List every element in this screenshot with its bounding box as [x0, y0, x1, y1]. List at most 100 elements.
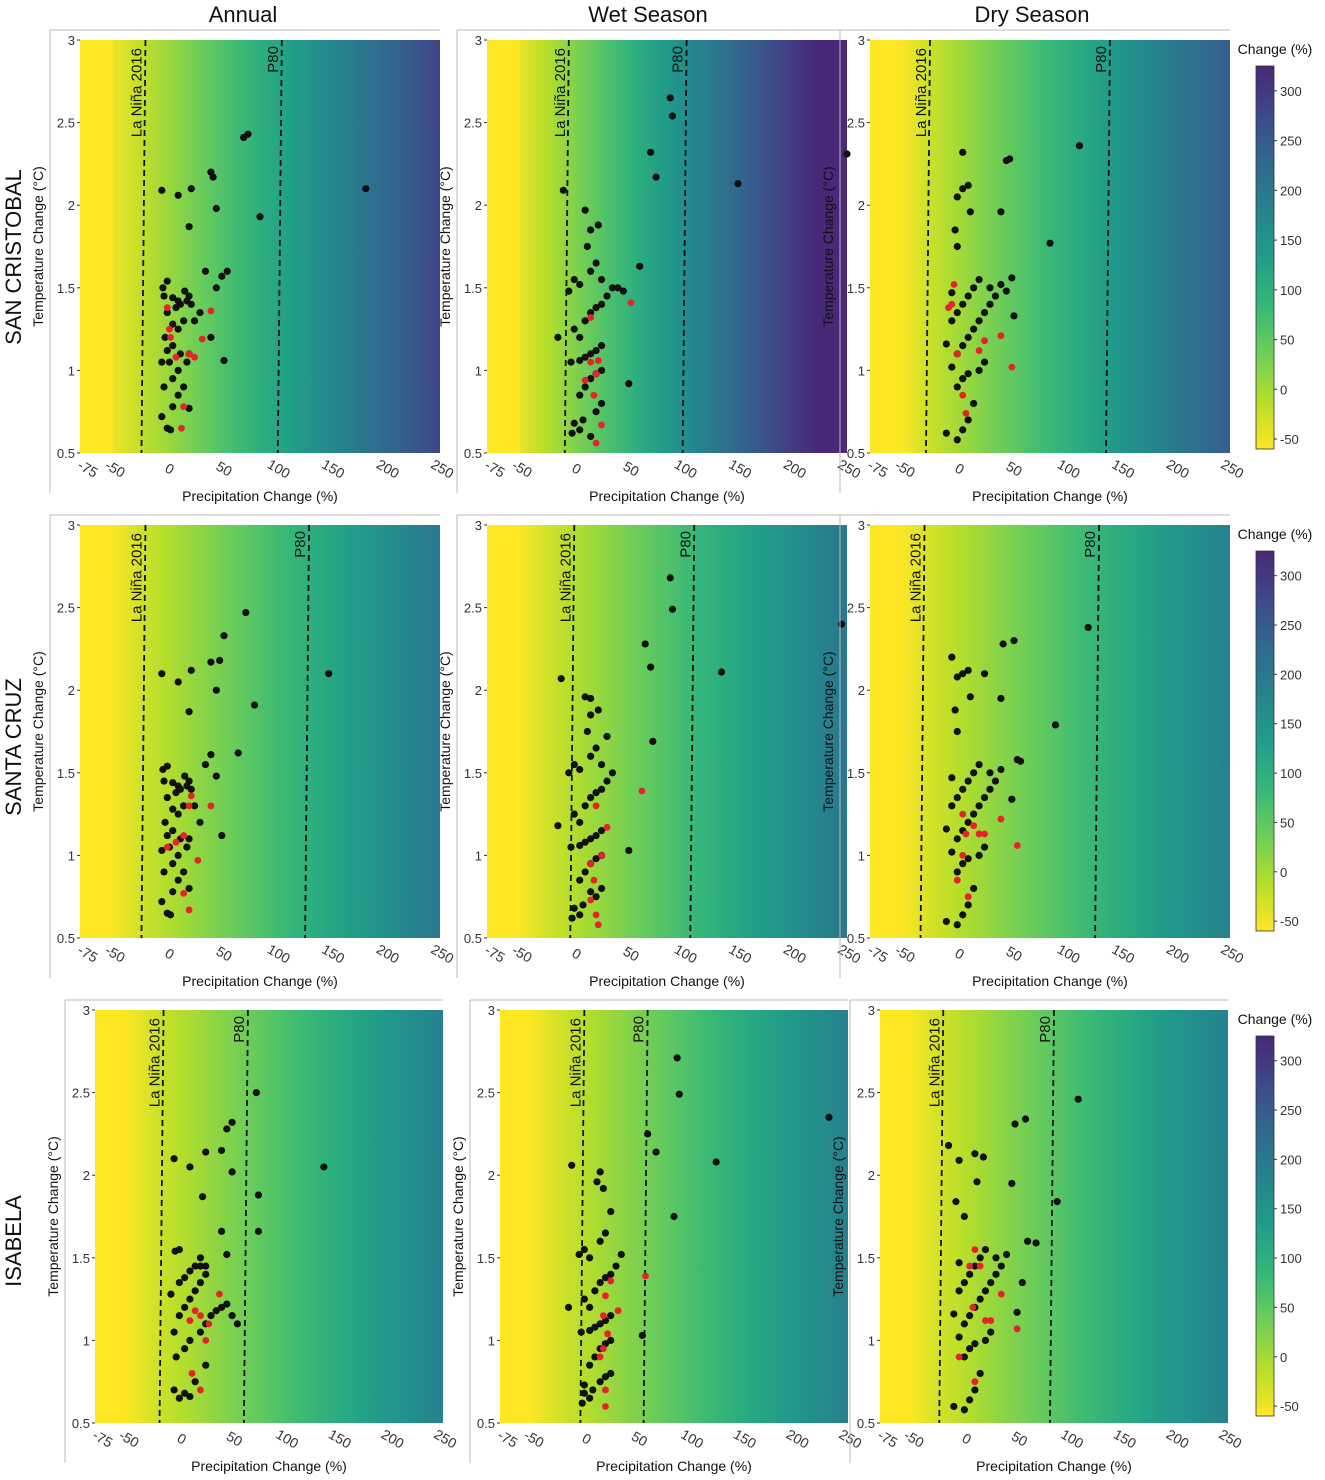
scatter-point: [592, 346, 600, 355]
scatter-point: [174, 366, 182, 374]
x-tick-label: -50: [102, 457, 128, 481]
scatter-point-highlight: [216, 1290, 223, 1298]
scatter-point: [948, 802, 956, 810]
scatter-point: [170, 1155, 178, 1163]
scatter-point: [570, 760, 578, 769]
scatter-point-highlight: [163, 843, 171, 851]
scatter-point: [581, 868, 589, 876]
scatter-point: [614, 284, 622, 292]
scatter-point: [163, 831, 171, 840]
scatter-point: [169, 294, 177, 302]
scatter-point: [992, 1254, 1000, 1262]
x-tick-label: 150: [726, 941, 754, 967]
scatter-point: [603, 292, 611, 300]
scatter-point: [586, 1326, 594, 1335]
scatter-point-highlight: [981, 830, 988, 838]
x-tick-label: 200: [784, 1426, 812, 1452]
scatter-point: [581, 353, 589, 361]
scatter-point: [975, 802, 983, 810]
scatter-point: [950, 1402, 958, 1411]
y-tick-label: 0.5: [72, 1416, 90, 1431]
scatter-point: [987, 1328, 995, 1336]
scatter-point: [837, 620, 846, 628]
colorbar-tick-label: 100: [1280, 766, 1302, 781]
y-tick-label: 1: [858, 363, 865, 378]
scatter-point: [953, 673, 961, 681]
x-tick-label: -50: [521, 1427, 547, 1451]
x-tick-label: 50: [621, 943, 643, 965]
la-nina-2016-label: La Niña 2016: [552, 48, 569, 137]
scatter-point-highlight: [987, 1317, 995, 1324]
scatter-point-highlight: [180, 403, 188, 411]
scatter-point: [625, 846, 633, 855]
y-tick-label: 0.5: [477, 1416, 495, 1431]
scatter-point: [592, 259, 600, 267]
x-tick-label: 100: [672, 456, 700, 482]
scatter-point: [593, 1178, 601, 1186]
scatter-point: [254, 1191, 263, 1199]
scatter-point: [619, 287, 627, 295]
scatter-point: [207, 333, 215, 341]
scatter-point: [586, 1303, 594, 1311]
scatter-point: [964, 901, 972, 909]
scatter-point: [966, 208, 974, 216]
x-tick-label: 250: [431, 1426, 459, 1452]
x-tick-label: 150: [731, 1426, 759, 1452]
scatter-point-highlight: [172, 353, 180, 361]
scatter-point: [948, 848, 956, 856]
scatter-point: [953, 193, 961, 201]
scatter-point: [576, 333, 584, 341]
scatter-point-highlight: [207, 802, 215, 810]
p80-label: P80: [1082, 531, 1099, 558]
colorbar-tick-label: 50: [1280, 1300, 1294, 1315]
p80-line: [642, 1009, 649, 1424]
scatter-point-highlight: [602, 1292, 609, 1300]
scatter-point: [228, 1312, 236, 1320]
scatter-point: [158, 670, 166, 678]
scatter-point-highlight: [975, 347, 983, 354]
scatter-point: [951, 706, 959, 714]
scatter-point: [212, 772, 220, 780]
x-tick-label: 50: [214, 458, 236, 480]
scatter-point: [636, 262, 644, 270]
x-axis-label: Precipitation Change (%): [972, 488, 1128, 504]
scatter-point: [174, 297, 182, 305]
scatter-point: [591, 1287, 599, 1295]
colorbar-tick-label: 150: [1280, 1202, 1302, 1217]
scatter-point: [169, 860, 177, 868]
scatter-point: [953, 383, 961, 391]
scatter-point: [717, 668, 726, 676]
x-tick-label: 200: [374, 941, 402, 967]
la-nina-2016-label: La Niña 2016: [557, 533, 574, 622]
y-tick-label: 2: [475, 683, 482, 698]
heatmap-background: [487, 40, 847, 453]
scatter-point: [997, 1262, 1005, 1270]
scatter-point: [216, 656, 224, 665]
y-tick-label: 3: [68, 518, 75, 533]
scatter-point: [587, 752, 595, 760]
scatter-point: [647, 148, 655, 156]
scatter-point: [971, 1150, 979, 1158]
la-nina-2016-label: La Niña 2016: [913, 48, 930, 137]
scatter-point: [567, 358, 575, 366]
scatter-point: [966, 693, 974, 701]
scatter-point: [942, 429, 950, 437]
scatter-point: [955, 1259, 963, 1267]
scatter-point: [570, 275, 578, 284]
scatter-point: [581, 693, 589, 701]
scatter-point-highlight: [981, 337, 988, 345]
scatter-point: [1013, 1308, 1021, 1316]
x-tick-label: -50: [892, 942, 918, 966]
y-tick-label: 1: [83, 1333, 90, 1348]
scatter-point: [581, 802, 589, 810]
x-tick-label: -50: [892, 457, 918, 481]
scatter-point-highlight: [970, 822, 978, 830]
scatter-point: [951, 226, 959, 234]
scatter-point: [175, 1394, 183, 1402]
scatter-point: [948, 317, 956, 325]
scatter-point: [955, 1287, 963, 1295]
heatmap-background: [80, 40, 440, 453]
y-tick-label: 3: [475, 518, 482, 533]
scatter-point: [997, 694, 1005, 703]
y-tick-label: 1.5: [847, 766, 865, 781]
